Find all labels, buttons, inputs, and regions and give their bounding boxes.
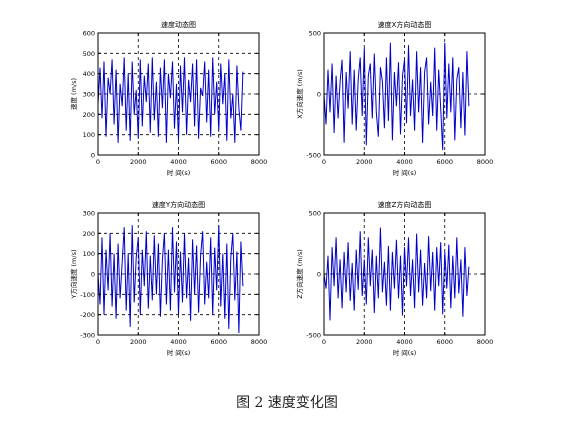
y-tick-label: -100 — [80, 291, 95, 299]
x-tick-label: 0 — [96, 338, 100, 346]
x-axis-label: 时 间(s) — [393, 168, 417, 177]
x-axis-label: 时 间(s) — [167, 348, 191, 357]
x-axis-label: 时 间(s) — [167, 168, 191, 177]
x-tick-label: 8000 — [251, 158, 268, 166]
x-tick-label: 6000 — [210, 158, 227, 166]
x-tick-label: 0 — [322, 158, 326, 166]
x-tick-label: 4000 — [396, 338, 413, 346]
y-tick-label: 200 — [83, 230, 95, 238]
data-series-line — [323, 227, 470, 321]
y-tick-label: 300 — [83, 210, 95, 218]
y-tick-label: 0 — [317, 91, 321, 99]
x-tick-label: 4000 — [170, 338, 187, 346]
x-tick-label: 2000 — [356, 158, 373, 166]
x-tick-label: 4000 — [170, 158, 187, 166]
x-tick-label: 6000 — [210, 338, 227, 346]
y-tick-label: 100 — [83, 131, 95, 139]
y-tick-label: 500 — [309, 210, 321, 218]
chart-title: 速度Z方向动态图 — [378, 200, 432, 209]
y-tick-label: 600 — [83, 30, 95, 38]
y-tick-label: -500 — [306, 332, 321, 340]
data-series-line — [323, 42, 470, 151]
x-tick-label: 0 — [96, 158, 100, 166]
x-tick-label: 2000 — [130, 338, 147, 346]
y-axis-label: Z方向速度 (m/s) — [295, 249, 304, 299]
x-tick-label: 8000 — [477, 338, 494, 346]
chart-title: 速度Y方向动态图 — [152, 200, 205, 209]
y-tick-label: 100 — [83, 250, 95, 258]
y-tick-label: -200 — [80, 311, 95, 319]
x-tick-label: 6000 — [436, 158, 453, 166]
y-tick-label: 0 — [91, 152, 95, 160]
y-tick-label: 400 — [83, 70, 95, 78]
figure-caption: 图 2 速度变化图 — [236, 395, 338, 411]
y-tick-label: 0 — [91, 271, 95, 279]
chart-title: 速度X方向动态图 — [378, 20, 432, 29]
x-tick-label: 2000 — [130, 158, 147, 166]
y-tick-label: 0 — [317, 271, 321, 279]
y-tick-label: -300 — [80, 332, 95, 340]
y-axis-label: X方向速度 (m/s) — [295, 69, 304, 119]
y-tick-label: -500 — [306, 152, 321, 160]
chart-panel-1: 0 2000 4000 6000 8000 0 100 200 300 400 500 600 速度动态… — [69, 20, 267, 177]
y-tick-label: 200 — [83, 111, 95, 119]
chart-title: 速度动态图 — [161, 20, 196, 29]
y-tick-label: 300 — [83, 91, 95, 99]
x-tick-label: 8000 — [251, 338, 268, 346]
y-axis-label: 速度 (m/s) — [69, 78, 78, 110]
x-tick-label: 4000 — [396, 158, 413, 166]
x-tick-label: 6000 — [436, 338, 453, 346]
data-series-line — [97, 57, 244, 143]
x-tick-label: 2000 — [356, 338, 373, 346]
chart-panel-3: 0 2000 4000 6000 8000 -300 -200 -100 0 100 200 300 速… — [69, 200, 267, 357]
x-axis-label: 时 间(s) — [393, 348, 417, 357]
y-tick-label: 500 — [83, 50, 95, 58]
y-tick-label: 500 — [309, 30, 321, 38]
x-tick-label: 8000 — [477, 158, 494, 166]
y-axis-label: Y方向速度 (m/s) — [69, 249, 78, 299]
data-series-line — [97, 225, 244, 334]
x-tick-label: 0 — [322, 338, 326, 346]
